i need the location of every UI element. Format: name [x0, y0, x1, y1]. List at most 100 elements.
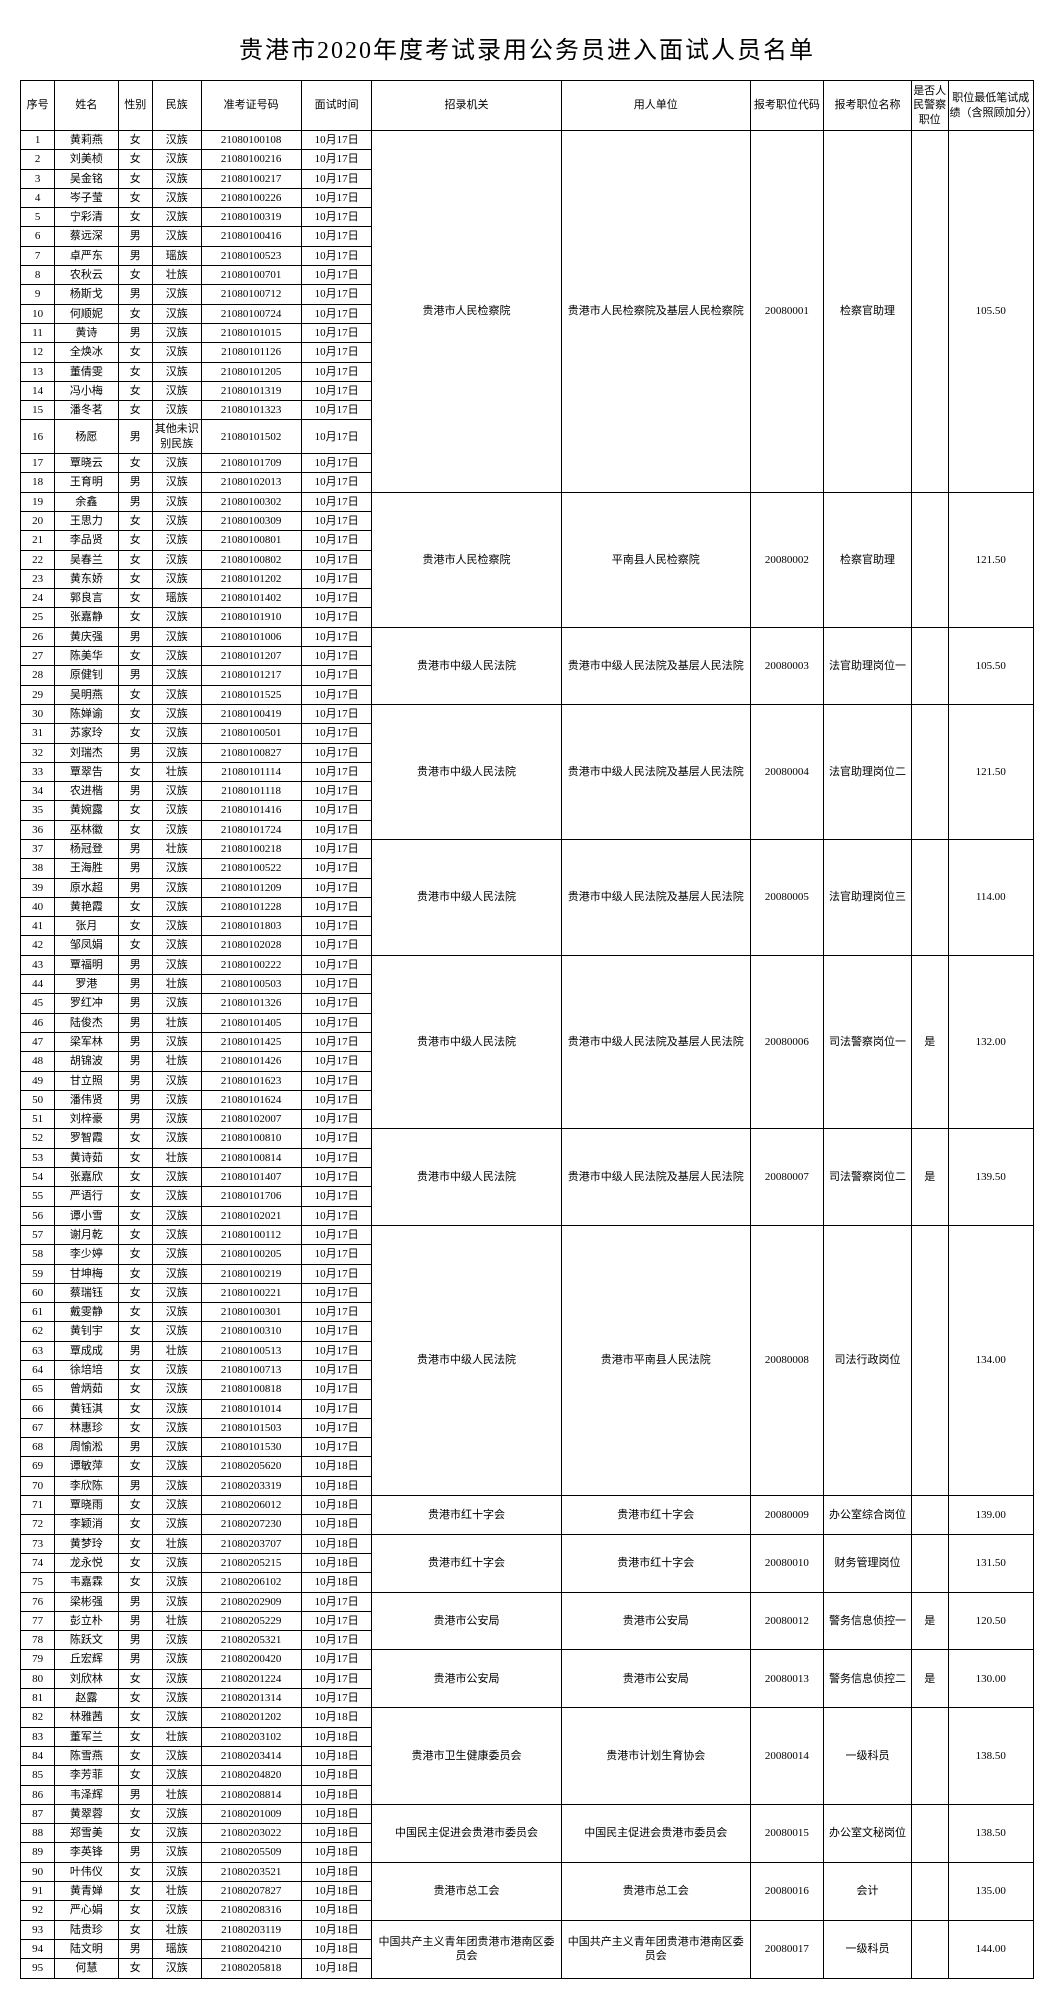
cell: 汉族: [152, 820, 201, 839]
cell: 邹凤娟: [55, 936, 118, 955]
cell: 男: [118, 1090, 152, 1109]
cell: 甘坤梅: [55, 1264, 118, 1283]
cell: 47: [21, 1032, 55, 1051]
cell: 39: [21, 878, 55, 897]
cell: 10月17日: [301, 762, 372, 781]
cell: 男: [118, 743, 152, 762]
cell-score: 114.00: [948, 839, 1034, 955]
cell-org: 贵港市公安局: [372, 1592, 561, 1650]
cell: 21080100712: [201, 285, 301, 304]
cell-org: 贵港市人民检察院: [372, 131, 561, 493]
cell: 21080200420: [201, 1650, 301, 1669]
cell: 刘欣林: [55, 1669, 118, 1688]
cell: 21080100309: [201, 511, 301, 530]
cell: 6: [21, 227, 55, 246]
cell: 27: [21, 647, 55, 666]
cell: 54: [21, 1168, 55, 1187]
cell: 10月17日: [301, 323, 372, 342]
col-header: 序号: [21, 81, 55, 131]
cell: 21080101319: [201, 381, 301, 400]
cell: 24: [21, 589, 55, 608]
cell-org: 贵港市中级人民法院: [372, 955, 561, 1129]
cell: 男: [118, 975, 152, 994]
cell: 汉族: [152, 550, 201, 569]
cell: 男: [118, 839, 152, 858]
cell: 3: [21, 169, 55, 188]
cell: 女: [118, 1187, 152, 1206]
cell: 杨冠登: [55, 839, 118, 858]
cell: 10月18日: [301, 1901, 372, 1920]
cell: 21080101624: [201, 1090, 301, 1109]
cell: 21080101118: [201, 782, 301, 801]
cell: 57: [21, 1225, 55, 1244]
cell: 女: [118, 1515, 152, 1534]
cell: 戴雯静: [55, 1303, 118, 1322]
cell-jobcode: 20080012: [750, 1592, 823, 1650]
cell: 吴明燕: [55, 685, 118, 704]
cell: 8: [21, 266, 55, 285]
cell: 壮族: [152, 975, 201, 994]
cell: 36: [21, 820, 55, 839]
cell: 林雅茜: [55, 1708, 118, 1727]
cell: 蔡远深: [55, 227, 118, 246]
cell: 女: [118, 1245, 152, 1264]
cell: 女: [118, 188, 152, 207]
cell: 21080101228: [201, 897, 301, 916]
cell: 女: [118, 131, 152, 150]
cell-jobname: 法官助理岗位三: [824, 839, 912, 955]
cell-unit: 贵港市计划生育协会: [561, 1708, 750, 1804]
cell: 胡锦波: [55, 1052, 118, 1071]
cell: 10月17日: [301, 666, 372, 685]
cell-jobcode: 20080009: [750, 1496, 823, 1535]
cell: 男: [118, 666, 152, 685]
cell: 95: [21, 1959, 55, 1978]
cell: 汉族: [152, 492, 201, 511]
cell-jobname: 司法警察岗位一: [824, 955, 912, 1129]
table-row: 1黄莉燕女汉族2108010010810月17日贵港市人民检察院贵港市人民检察院…: [21, 131, 1034, 150]
cell: 汉族: [152, 1708, 201, 1727]
cell-jobcode: 20080016: [750, 1862, 823, 1920]
cell-score: 105.50: [948, 627, 1034, 704]
cell: 吴金铭: [55, 169, 118, 188]
cell: 10月17日: [301, 936, 372, 955]
cell-unit: 中国共产主义青年团贵港市港南区委员会: [561, 1920, 750, 1978]
cell: 汉族: [152, 1650, 201, 1669]
cell: 汉族: [152, 1380, 201, 1399]
cell: 汉族: [152, 955, 201, 974]
cell: 男: [118, 246, 152, 265]
cell: 10月17日: [301, 1650, 372, 1669]
cell: 黄诗茹: [55, 1148, 118, 1167]
cell-jobcode: 20080003: [750, 627, 823, 704]
cell: 21080101706: [201, 1187, 301, 1206]
cell: 覃翠告: [55, 762, 118, 781]
cell: 刘梓豪: [55, 1110, 118, 1129]
cell: 10月17日: [301, 917, 372, 936]
cell: 覃晓云: [55, 454, 118, 473]
cell: 女: [118, 1766, 152, 1785]
cell-jobname: 检察官助理: [824, 492, 912, 627]
cell: 女: [118, 1959, 152, 1978]
cell: 21080101803: [201, 917, 301, 936]
cell: 21080101407: [201, 1168, 301, 1187]
cell: 男: [118, 1843, 152, 1862]
table-row: 30陈婵谕女汉族2108010041910月17日贵港市中级人民法院贵港市中级人…: [21, 704, 1034, 723]
cell: 汉族: [152, 1206, 201, 1225]
cell: 75: [21, 1573, 55, 1592]
cell: 汉族: [152, 1187, 201, 1206]
cell: 女: [118, 589, 152, 608]
cell: 66: [21, 1399, 55, 1418]
cell: 67: [21, 1418, 55, 1437]
cell: 男: [118, 1071, 152, 1090]
cell: 谭小雪: [55, 1206, 118, 1225]
col-header: 民族: [152, 81, 201, 131]
cell: 80: [21, 1669, 55, 1688]
cell: 49: [21, 1071, 55, 1090]
cell: 21080205818: [201, 1959, 301, 1978]
cell: 李欣陈: [55, 1476, 118, 1495]
cell: 陈婵谕: [55, 704, 118, 723]
cell: 29: [21, 685, 55, 704]
cell: 21080207827: [201, 1882, 301, 1901]
cell: 74: [21, 1553, 55, 1572]
cell: 女: [118, 685, 152, 704]
cell: 汉族: [152, 782, 201, 801]
